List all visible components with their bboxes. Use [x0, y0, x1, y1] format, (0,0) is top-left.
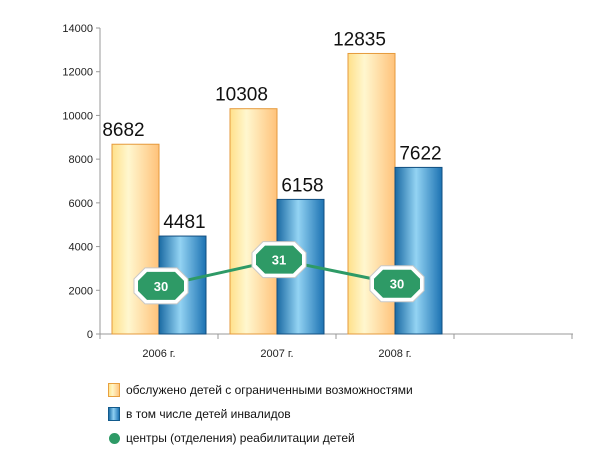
legend-item-disabled: в том числе детей инвалидов — [108, 402, 568, 426]
legend-label-served: обслужено детей с ограниченными возможно… — [126, 383, 413, 397]
y-tick-label: 12000 — [62, 67, 93, 79]
center-marker-label: 30 — [390, 277, 404, 292]
y-tick-label: 14000 — [62, 23, 93, 35]
legend-item-served: обслужено детей с ограниченными возможно… — [108, 378, 568, 402]
center-marker-label: 31 — [272, 253, 286, 268]
center-marker-label: 30 — [154, 279, 168, 294]
legend-swatch-centers — [109, 432, 120, 444]
y-tick-label: 4000 — [69, 242, 93, 254]
axes: 0 2000 4000 6000 8000 10000 12000 14000 2006 г. 2… — [62, 23, 573, 360]
x-tick-label: 2008 г. — [378, 348, 411, 360]
legend-swatch-served — [108, 383, 120, 397]
bar-served — [111, 143, 160, 335]
legend-item-centers: центры (отделения) реабилитации детей — [108, 426, 568, 450]
legend-swatch-disabled — [108, 407, 120, 421]
y-tick-label: 6000 — [69, 198, 93, 210]
data-label-bar-disabled: 7622 — [399, 143, 441, 164]
y-tick-label: 2000 — [69, 285, 93, 297]
y-tick-label: 10000 — [62, 110, 93, 122]
y-tick-label: 0 — [87, 329, 93, 341]
legend-label-centers: центры (отделения) реабилитации детей — [126, 431, 355, 445]
data-labels: 8682 10308 12835 4481 6158 7622 — [102, 29, 441, 233]
bar-served — [229, 108, 278, 335]
bars — [111, 52, 443, 335]
x-tick-label: 2006 г. — [142, 348, 175, 360]
data-label-bar-served: 8682 — [102, 120, 144, 141]
center-marker — [256, 245, 302, 274]
data-label-bar-disabled: 6158 — [281, 175, 323, 196]
x-tick-label: 2007 г. — [260, 348, 293, 360]
bar-disabled — [394, 166, 443, 335]
y-tick-label: 8000 — [69, 154, 93, 166]
legend-label-disabled: в том числе детей инвалидов — [126, 407, 291, 421]
legend: обслужено детей с ограниченными возможно… — [108, 378, 568, 450]
data-label-bar-disabled: 4481 — [163, 212, 205, 233]
center-marker — [374, 269, 420, 298]
data-label-bar-served: 10308 — [215, 85, 268, 106]
center-line: 30 31 30 — [133, 241, 425, 305]
data-label-bar-served: 12835 — [333, 29, 386, 50]
center-marker — [138, 271, 184, 300]
